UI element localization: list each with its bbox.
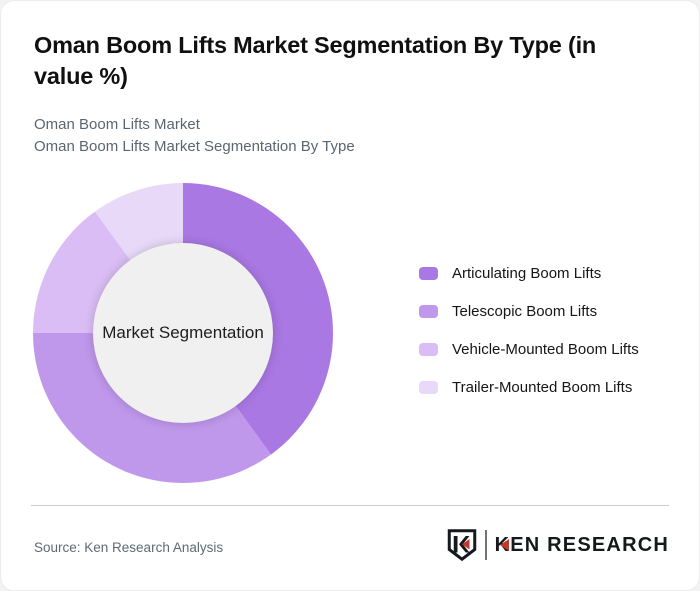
footer-divider [31,505,669,506]
chart-subtitle-block: Oman Boom Lifts Market Oman Boom Lifts M… [34,114,355,158]
legend-swatch [419,343,438,356]
chart-legend: Articulating Boom Lifts Telescopic Boom … [419,265,639,396]
legend-label: Articulating Boom Lifts [452,265,602,282]
donut-center-label: Market Segmentation [102,323,264,342]
legend-label: Vehicle-Mounted Boom Lifts [452,341,639,358]
logo-red-triangle-icon [500,538,510,551]
ken-research-logo: KEN RESEARCH [447,528,669,562]
chart-subtitle-line1: Oman Boom Lifts Market [34,116,200,133]
donut-chart[interactable]: Market Segmentation [33,183,333,483]
source-note: Source: Ken Research Analysis [34,540,224,555]
legend-swatch [419,305,438,318]
donut-center: Market Segmentation [93,243,273,423]
legend-item-telescopic[interactable]: Telescopic Boom Lifts [419,303,639,320]
legend-label: Trailer-Mounted Boom Lifts [452,379,633,396]
legend-swatch [419,381,438,394]
legend-item-vehicle-mounted[interactable]: Vehicle-Mounted Boom Lifts [419,341,639,358]
legend-item-articulating[interactable]: Articulating Boom Lifts [419,265,639,282]
legend-swatch [419,267,438,280]
logo-wordmark: KEN RESEARCH [494,533,669,556]
logo-separator [484,530,487,560]
legend-item-trailer-mounted[interactable]: Trailer-Mounted Boom Lifts [419,379,639,396]
page-title: Oman Boom Lifts Market Segmentation By T… [34,32,597,89]
ken-research-shield-icon [447,529,476,562]
legend-label: Telescopic Boom Lifts [452,303,598,320]
chart-subtitle-line2: Oman Boom Lifts Market Segmentation By T… [34,138,355,155]
